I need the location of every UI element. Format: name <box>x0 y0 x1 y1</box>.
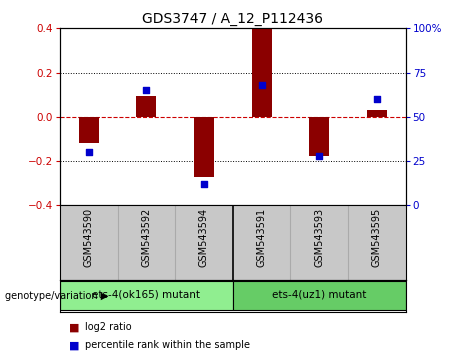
Text: percentile rank within the sample: percentile rank within the sample <box>85 340 250 350</box>
Bar <box>60 281 233 310</box>
Text: GSM543595: GSM543595 <box>372 207 382 267</box>
Text: GSM543591: GSM543591 <box>257 207 266 267</box>
Point <box>315 153 323 159</box>
Bar <box>136 96 156 117</box>
Bar <box>309 117 329 155</box>
Bar <box>233 281 406 310</box>
Point <box>258 82 266 88</box>
Text: GSM543590: GSM543590 <box>84 207 94 267</box>
Bar <box>367 110 387 117</box>
Point <box>373 96 381 102</box>
Title: GDS3747 / A_12_P112436: GDS3747 / A_12_P112436 <box>142 12 323 26</box>
Bar <box>252 28 272 117</box>
Text: ets-4(uz1) mutant: ets-4(uz1) mutant <box>272 290 366 300</box>
Bar <box>79 117 99 143</box>
Text: ■: ■ <box>69 340 80 350</box>
Point <box>142 87 150 93</box>
Bar <box>194 117 214 177</box>
Text: log2 ratio: log2 ratio <box>85 322 132 332</box>
Text: ■: ■ <box>69 322 80 332</box>
Text: GSM543592: GSM543592 <box>142 207 151 267</box>
Point <box>85 149 92 155</box>
Text: ets-4(ok165) mutant: ets-4(ok165) mutant <box>92 290 201 300</box>
Text: GSM543593: GSM543593 <box>314 207 324 267</box>
Text: GSM543594: GSM543594 <box>199 207 209 267</box>
Text: genotype/variation ▶: genotype/variation ▶ <box>5 291 108 301</box>
Point <box>200 181 207 187</box>
